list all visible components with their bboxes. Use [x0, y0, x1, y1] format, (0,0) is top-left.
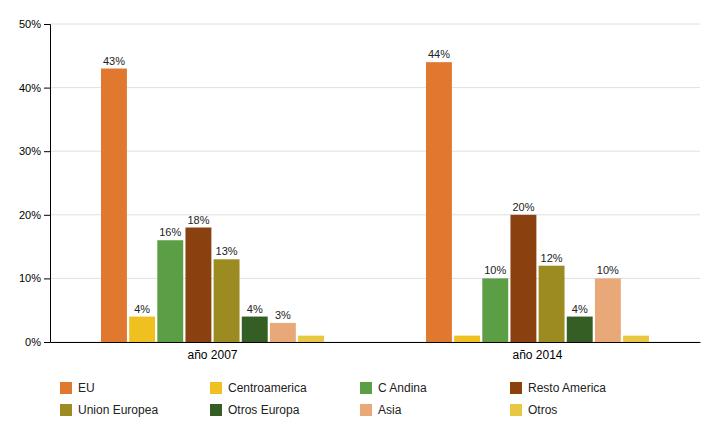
legend-item: C Andina [360, 381, 427, 395]
tick-label: 10% [19, 272, 41, 284]
tick-label: 50% [19, 18, 41, 30]
bar [510, 215, 536, 342]
tick: año 2014 [512, 348, 562, 362]
tick: 20% [19, 209, 50, 221]
tick-mark [44, 278, 50, 279]
tick: 30% [19, 145, 50, 157]
tick: 40% [19, 82, 50, 94]
bar [623, 336, 649, 342]
legend-item: Resto America [510, 381, 606, 395]
data-label: 4% [134, 303, 150, 315]
bar [298, 336, 324, 342]
legend-item: Union Europea [60, 403, 158, 417]
bars [101, 62, 649, 342]
legend-swatch [60, 382, 72, 394]
tick-label: 20% [19, 209, 41, 221]
legend-label: Centroamerica [228, 381, 307, 395]
tick-label: año 2007 [187, 348, 237, 362]
bar [101, 69, 127, 342]
grid-line [50, 214, 700, 215]
tick-label: año 2014 [512, 348, 562, 362]
tick-label: 40% [19, 82, 41, 94]
grid-line [50, 87, 700, 88]
tick: año 2007 [187, 348, 237, 362]
bar [482, 278, 508, 342]
x-axis: año 2007 año 2014 [51, 343, 701, 362]
bar [595, 278, 621, 342]
data-label: 18% [187, 214, 209, 226]
legend-swatch [60, 404, 72, 416]
data-label: 13% [216, 245, 238, 257]
data-label: 4% [572, 303, 588, 315]
y-axis: 0% 10% 20% 30% 40% 50% [19, 18, 51, 348]
legend-label: Union Europea [78, 403, 158, 417]
bar [426, 62, 452, 342]
tick: 10% [19, 272, 50, 284]
data-label: 3% [275, 309, 291, 321]
data-label: 20% [512, 201, 534, 213]
legend-swatch [360, 382, 372, 394]
grid-line [50, 24, 700, 25]
legend-label: Otros [528, 403, 557, 417]
plot-area: 0%10%20%30%40%50%año 2007año 201443%44%4… [19, 18, 701, 362]
legend: EU Centroamerica C Andina Resto America Unio… [60, 381, 606, 417]
legend-label: Resto America [528, 381, 606, 395]
tick-mark [44, 88, 50, 89]
bar [242, 317, 268, 342]
tick-mark [44, 24, 50, 25]
bar [270, 323, 296, 342]
legend-swatch [510, 404, 522, 416]
tick-mark [44, 215, 50, 216]
tick: 0% [25, 336, 50, 348]
legend-item: Otros [510, 403, 557, 417]
axis-line [51, 342, 701, 343]
legend-swatch [210, 404, 222, 416]
bar [185, 228, 211, 342]
legend-item: Asia [360, 403, 402, 417]
bar [157, 240, 183, 342]
data-label: 10% [484, 264, 506, 276]
tick-mark [44, 151, 50, 152]
bar [539, 266, 565, 342]
data-labels: 43% 44% 4% 16% 10% 18% 20% 13% 12% 4% 4% 3% 10% [103, 48, 619, 321]
chart: 0%10%20%30%40%50%año 2007año 201443%44%4… [0, 0, 720, 438]
data-label: 44% [428, 48, 450, 60]
grid [50, 24, 700, 342]
data-label: 43% [103, 55, 125, 67]
bar [567, 317, 593, 342]
tick: 50% [19, 18, 50, 30]
tick-mark [44, 342, 50, 343]
tick-label: 0% [25, 336, 41, 348]
tick-label: 30% [19, 145, 41, 157]
legend-item: Otros Europa [210, 403, 300, 417]
legend-item: Centroamerica [210, 381, 307, 395]
bar [214, 259, 240, 342]
data-label: 4% [247, 303, 263, 315]
axis-line [44, 25, 51, 343]
legend-swatch [510, 382, 522, 394]
data-label: 12% [541, 252, 563, 264]
legend-label: Otros Europa [228, 403, 300, 417]
legend-swatch [360, 404, 372, 416]
legend-label: C Andina [378, 381, 427, 395]
legend-label: EU [78, 381, 95, 395]
legend-swatch [210, 382, 222, 394]
bar [454, 336, 480, 342]
bar [129, 317, 155, 342]
data-label: 16% [159, 226, 181, 238]
data-label: 10% [597, 264, 619, 276]
grid-line [50, 151, 700, 152]
legend-item: EU [60, 381, 95, 395]
legend-label: Asia [378, 403, 402, 417]
